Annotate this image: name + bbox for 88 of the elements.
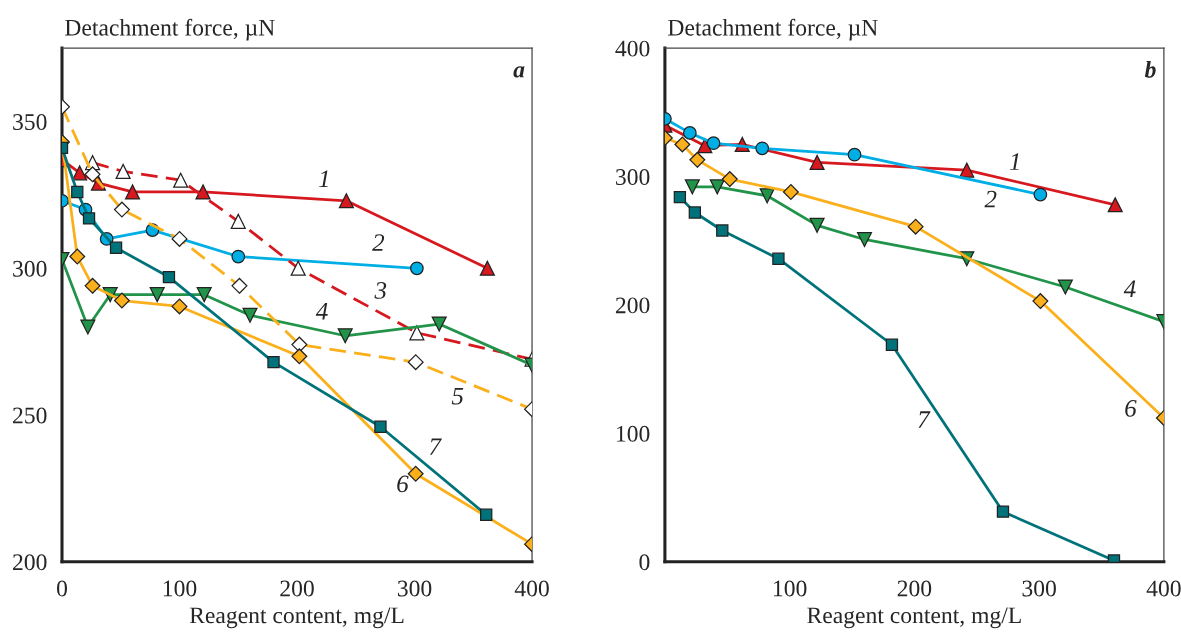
x-tick-label: 100 [774,580,807,597]
point [196,287,212,303]
point [1107,197,1123,213]
point [337,328,353,344]
point [162,270,176,284]
point [124,184,141,200]
y-tick-label: 200 [615,297,650,314]
point [149,287,165,303]
x-tick-label: 0 [57,580,68,597]
point [407,465,424,482]
point [71,185,84,199]
point [242,307,258,323]
point [480,508,493,521]
point [782,183,799,200]
y-tick-label: 0 [639,554,650,571]
annotation: 1 [1009,153,1019,170]
y-tick-label: 200 [13,554,47,571]
x-tick-label: 200 [280,580,314,597]
y-tick-label: 250 [13,407,47,424]
point [374,420,387,433]
point [1033,187,1048,202]
point [82,212,96,225]
annotation: 4 [315,303,328,320]
point [171,298,188,315]
y-tick-label: 300 [616,169,650,185]
annotation: 3 [374,282,387,299]
point [338,193,354,209]
point [721,171,738,188]
point [847,147,862,162]
x-tick-label: 200 [897,580,932,597]
annotation: 7 [918,411,931,428]
x-tick-label: 400 [1146,580,1181,597]
annotation: 4 [1123,280,1136,297]
annotation: 6 [397,475,409,493]
point [80,319,96,335]
point [959,162,975,178]
point [69,248,86,265]
point [291,348,308,365]
annotation: 6 [1125,399,1137,417]
point [907,218,924,235]
x-tick-label: 300 [1022,580,1056,597]
point [772,252,785,265]
point [1032,293,1049,310]
point [716,224,729,237]
x-axis-title: Reagent content, mg/L [807,607,1021,629]
y-tick-label: 350 [13,114,47,130]
point [267,355,280,369]
point [755,141,770,156]
point [684,179,700,195]
point [72,165,88,181]
y-axis-title: Detachment force, µN [668,18,878,41]
point [689,151,706,168]
point [759,188,775,204]
point [231,249,246,264]
point [856,231,873,248]
annotation: 1 [319,170,328,188]
point [809,154,825,170]
point [885,338,899,351]
point [479,260,495,276]
annotation: 2 [372,234,385,251]
point [1057,279,1073,295]
x-axis-title: Reagent content, mg/L [189,607,404,629]
point [674,136,691,153]
x-tick-label: 300 [397,580,432,597]
annotation: 5 [451,387,464,405]
point [195,184,211,200]
point [673,190,687,204]
y-tick-label: 400 [615,40,650,57]
annotation: b [1144,60,1156,78]
point [709,179,725,195]
point [410,261,424,276]
point [688,206,702,219]
point [809,217,825,233]
y-tick-label: 300 [13,260,47,277]
x-tick-label: 400 [514,580,549,597]
point [84,277,101,294]
point [431,316,447,332]
annotation: 2 [984,190,997,208]
annotation: 7 [430,438,442,455]
point [996,505,1010,518]
point [109,241,123,254]
y-tick-label: 100 [616,425,650,442]
annotation: a [513,66,525,78]
y-axis-title: Detachment force, µN [65,18,275,41]
point [682,126,697,140]
point [706,136,721,151]
x-tick-label: 100 [163,580,197,597]
point [113,292,130,309]
